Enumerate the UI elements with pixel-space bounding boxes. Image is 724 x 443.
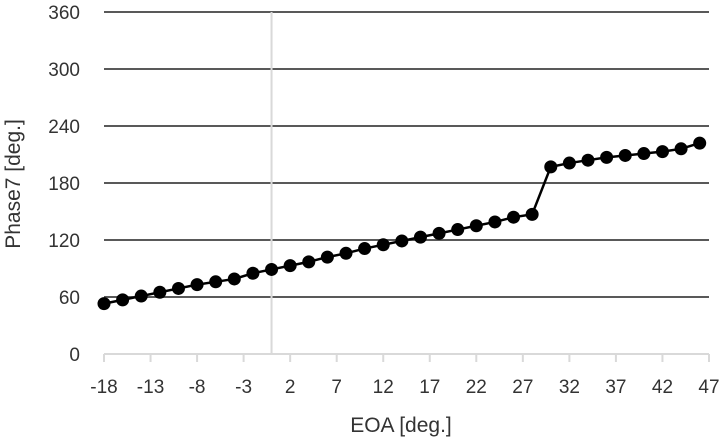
data-point <box>488 215 502 229</box>
data-point <box>358 242 372 256</box>
x-tick-label: 47 <box>698 377 719 398</box>
y-tick-label: 180 <box>48 174 80 195</box>
y-tick-label: 120 <box>48 231 80 252</box>
x-tick-label: 17 <box>419 377 440 398</box>
axes <box>103 12 710 362</box>
y-axis-title: Phase7 [deg.] <box>2 119 25 249</box>
data-point <box>153 285 167 299</box>
y-tick-label: 0 <box>69 345 80 366</box>
data-point <box>171 281 185 295</box>
data-point <box>451 223 465 237</box>
data-point <box>227 272 241 286</box>
x-tick-label: -3 <box>235 377 252 398</box>
x-axis-title: EOA [deg.] <box>350 414 452 437</box>
data-point <box>507 210 521 224</box>
x-tick-label: 32 <box>559 377 580 398</box>
data-points <box>97 136 707 311</box>
data-point <box>283 259 297 273</box>
x-tick-label: 2 <box>285 377 296 398</box>
data-point <box>618 148 632 162</box>
data-point <box>469 219 483 233</box>
x-tick-label: 22 <box>466 377 487 398</box>
y-tick-label: 360 <box>48 3 80 24</box>
data-point <box>302 255 316 269</box>
x-tick-label: 12 <box>373 377 394 398</box>
x-tick-label: -18 <box>90 377 117 398</box>
x-tick-label: 27 <box>512 377 533 398</box>
data-point <box>339 246 353 260</box>
data-point <box>190 278 204 292</box>
data-point <box>116 293 130 307</box>
data-point <box>674 142 688 156</box>
data-point <box>265 262 279 276</box>
x-tick-label: -8 <box>189 377 206 398</box>
data-point <box>600 150 614 164</box>
data-point <box>413 230 427 244</box>
data-point <box>525 207 539 221</box>
data-point <box>693 136 707 150</box>
data-point <box>376 238 390 252</box>
x-tick-label: 37 <box>605 377 626 398</box>
data-point <box>581 153 595 167</box>
data-point <box>97 297 111 311</box>
data-point <box>655 145 669 159</box>
data-point <box>432 226 446 240</box>
data-point <box>395 234 409 248</box>
data-point <box>562 156 576 170</box>
x-tick-label: 7 <box>331 377 342 398</box>
y-tick-label: 240 <box>48 117 80 138</box>
x-tick-label: 42 <box>652 377 673 398</box>
data-point <box>134 289 148 303</box>
data-point <box>544 160 558 174</box>
y-tick-label: 60 <box>59 288 80 309</box>
data-point <box>246 266 260 280</box>
data-point <box>637 147 651 161</box>
y-tick-label: 300 <box>48 60 80 81</box>
data-point <box>320 250 334 264</box>
x-tick-label: -13 <box>137 377 164 398</box>
gridlines <box>104 11 709 298</box>
data-point <box>209 275 223 289</box>
